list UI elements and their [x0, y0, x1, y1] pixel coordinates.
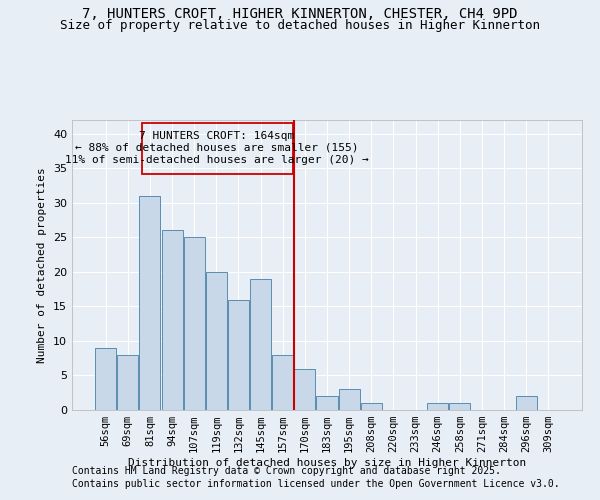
Bar	[338, 390, 359, 410]
Text: Contains HM Land Registry data © Crown copyright and database right 2025.: Contains HM Land Registry data © Crown c…	[72, 466, 501, 476]
Bar	[228, 300, 249, 410]
Bar	[161, 230, 182, 410]
Bar	[316, 396, 338, 410]
Bar	[95, 348, 116, 410]
Text: 7, HUNTERS CROFT, HIGHER KINNERTON, CHESTER, CH4 9PD: 7, HUNTERS CROFT, HIGHER KINNERTON, CHES…	[82, 8, 518, 22]
Bar	[272, 355, 293, 410]
Bar	[118, 355, 139, 410]
Y-axis label: Number of detached properties: Number of detached properties	[37, 167, 47, 363]
Text: ← 88% of detached houses are smaller (155): ← 88% of detached houses are smaller (15…	[76, 143, 359, 153]
Bar	[515, 396, 536, 410]
Bar	[139, 196, 160, 410]
Text: 11% of semi-detached houses are larger (20) →: 11% of semi-detached houses are larger (…	[65, 154, 369, 164]
Bar	[295, 368, 316, 410]
Bar	[361, 403, 382, 410]
Bar	[206, 272, 227, 410]
Text: Size of property relative to detached houses in Higher Kinnerton: Size of property relative to detached ho…	[60, 19, 540, 32]
Bar	[449, 403, 470, 410]
Bar	[142, 124, 293, 174]
Text: Contains public sector information licensed under the Open Government Licence v3: Contains public sector information licen…	[72, 479, 560, 489]
Bar	[427, 403, 448, 410]
Text: 7 HUNTERS CROFT: 164sqm: 7 HUNTERS CROFT: 164sqm	[139, 131, 295, 141]
Bar	[184, 238, 205, 410]
X-axis label: Distribution of detached houses by size in Higher Kinnerton: Distribution of detached houses by size …	[128, 458, 526, 468]
Bar	[250, 279, 271, 410]
